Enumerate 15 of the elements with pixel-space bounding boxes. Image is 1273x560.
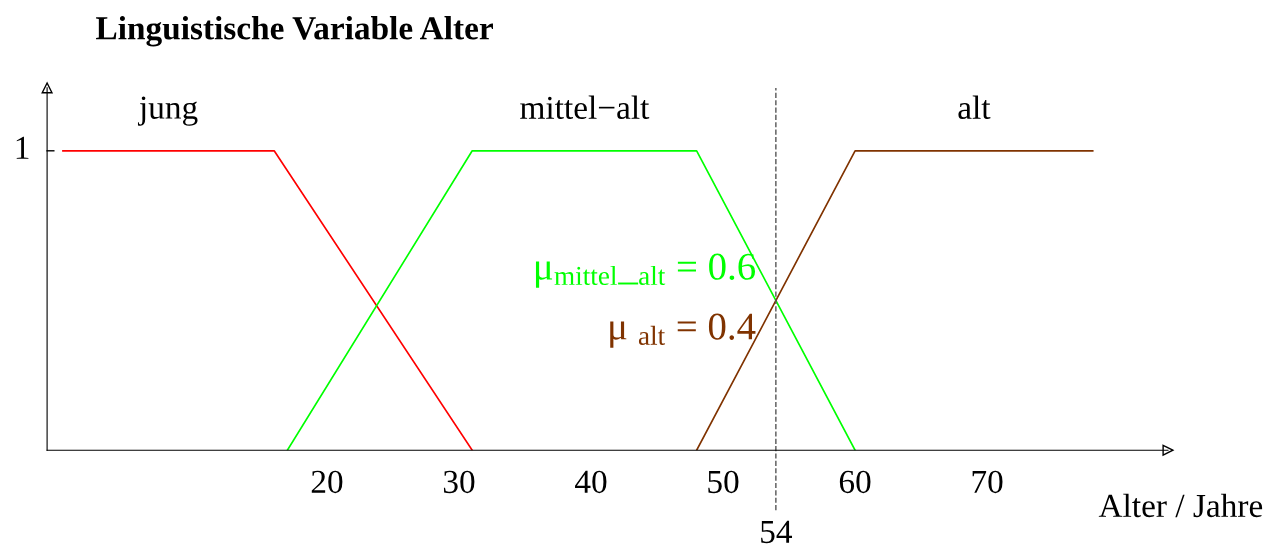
series-label: alt (958, 95, 991, 120)
text: 1 (16, 136, 29, 159)
x-tick-label: 40 (575, 470, 607, 494)
series-label: mittel−alt (520, 95, 650, 120)
annotation: μ$_{mittel}$_$_{alt}$ = 0.6 (535, 253, 756, 288)
x-tick-label: 60 (839, 470, 871, 494)
x-tick-label: 70 (972, 470, 1003, 494)
annotation: μ $_{alt}$ = 0.4 (610, 313, 756, 348)
x-axis-title: Alter / Jahre (1098, 493, 1263, 518)
series-label: jung (137, 96, 198, 126)
x-tick-label: 20 (311, 470, 343, 494)
x-tick-label: 50 (708, 470, 739, 494)
x-tick-label: 30 (443, 470, 475, 494)
chart-title: Linguistische Variable Alter (96, 16, 493, 47)
ref-line-label: 54 (761, 520, 793, 544)
